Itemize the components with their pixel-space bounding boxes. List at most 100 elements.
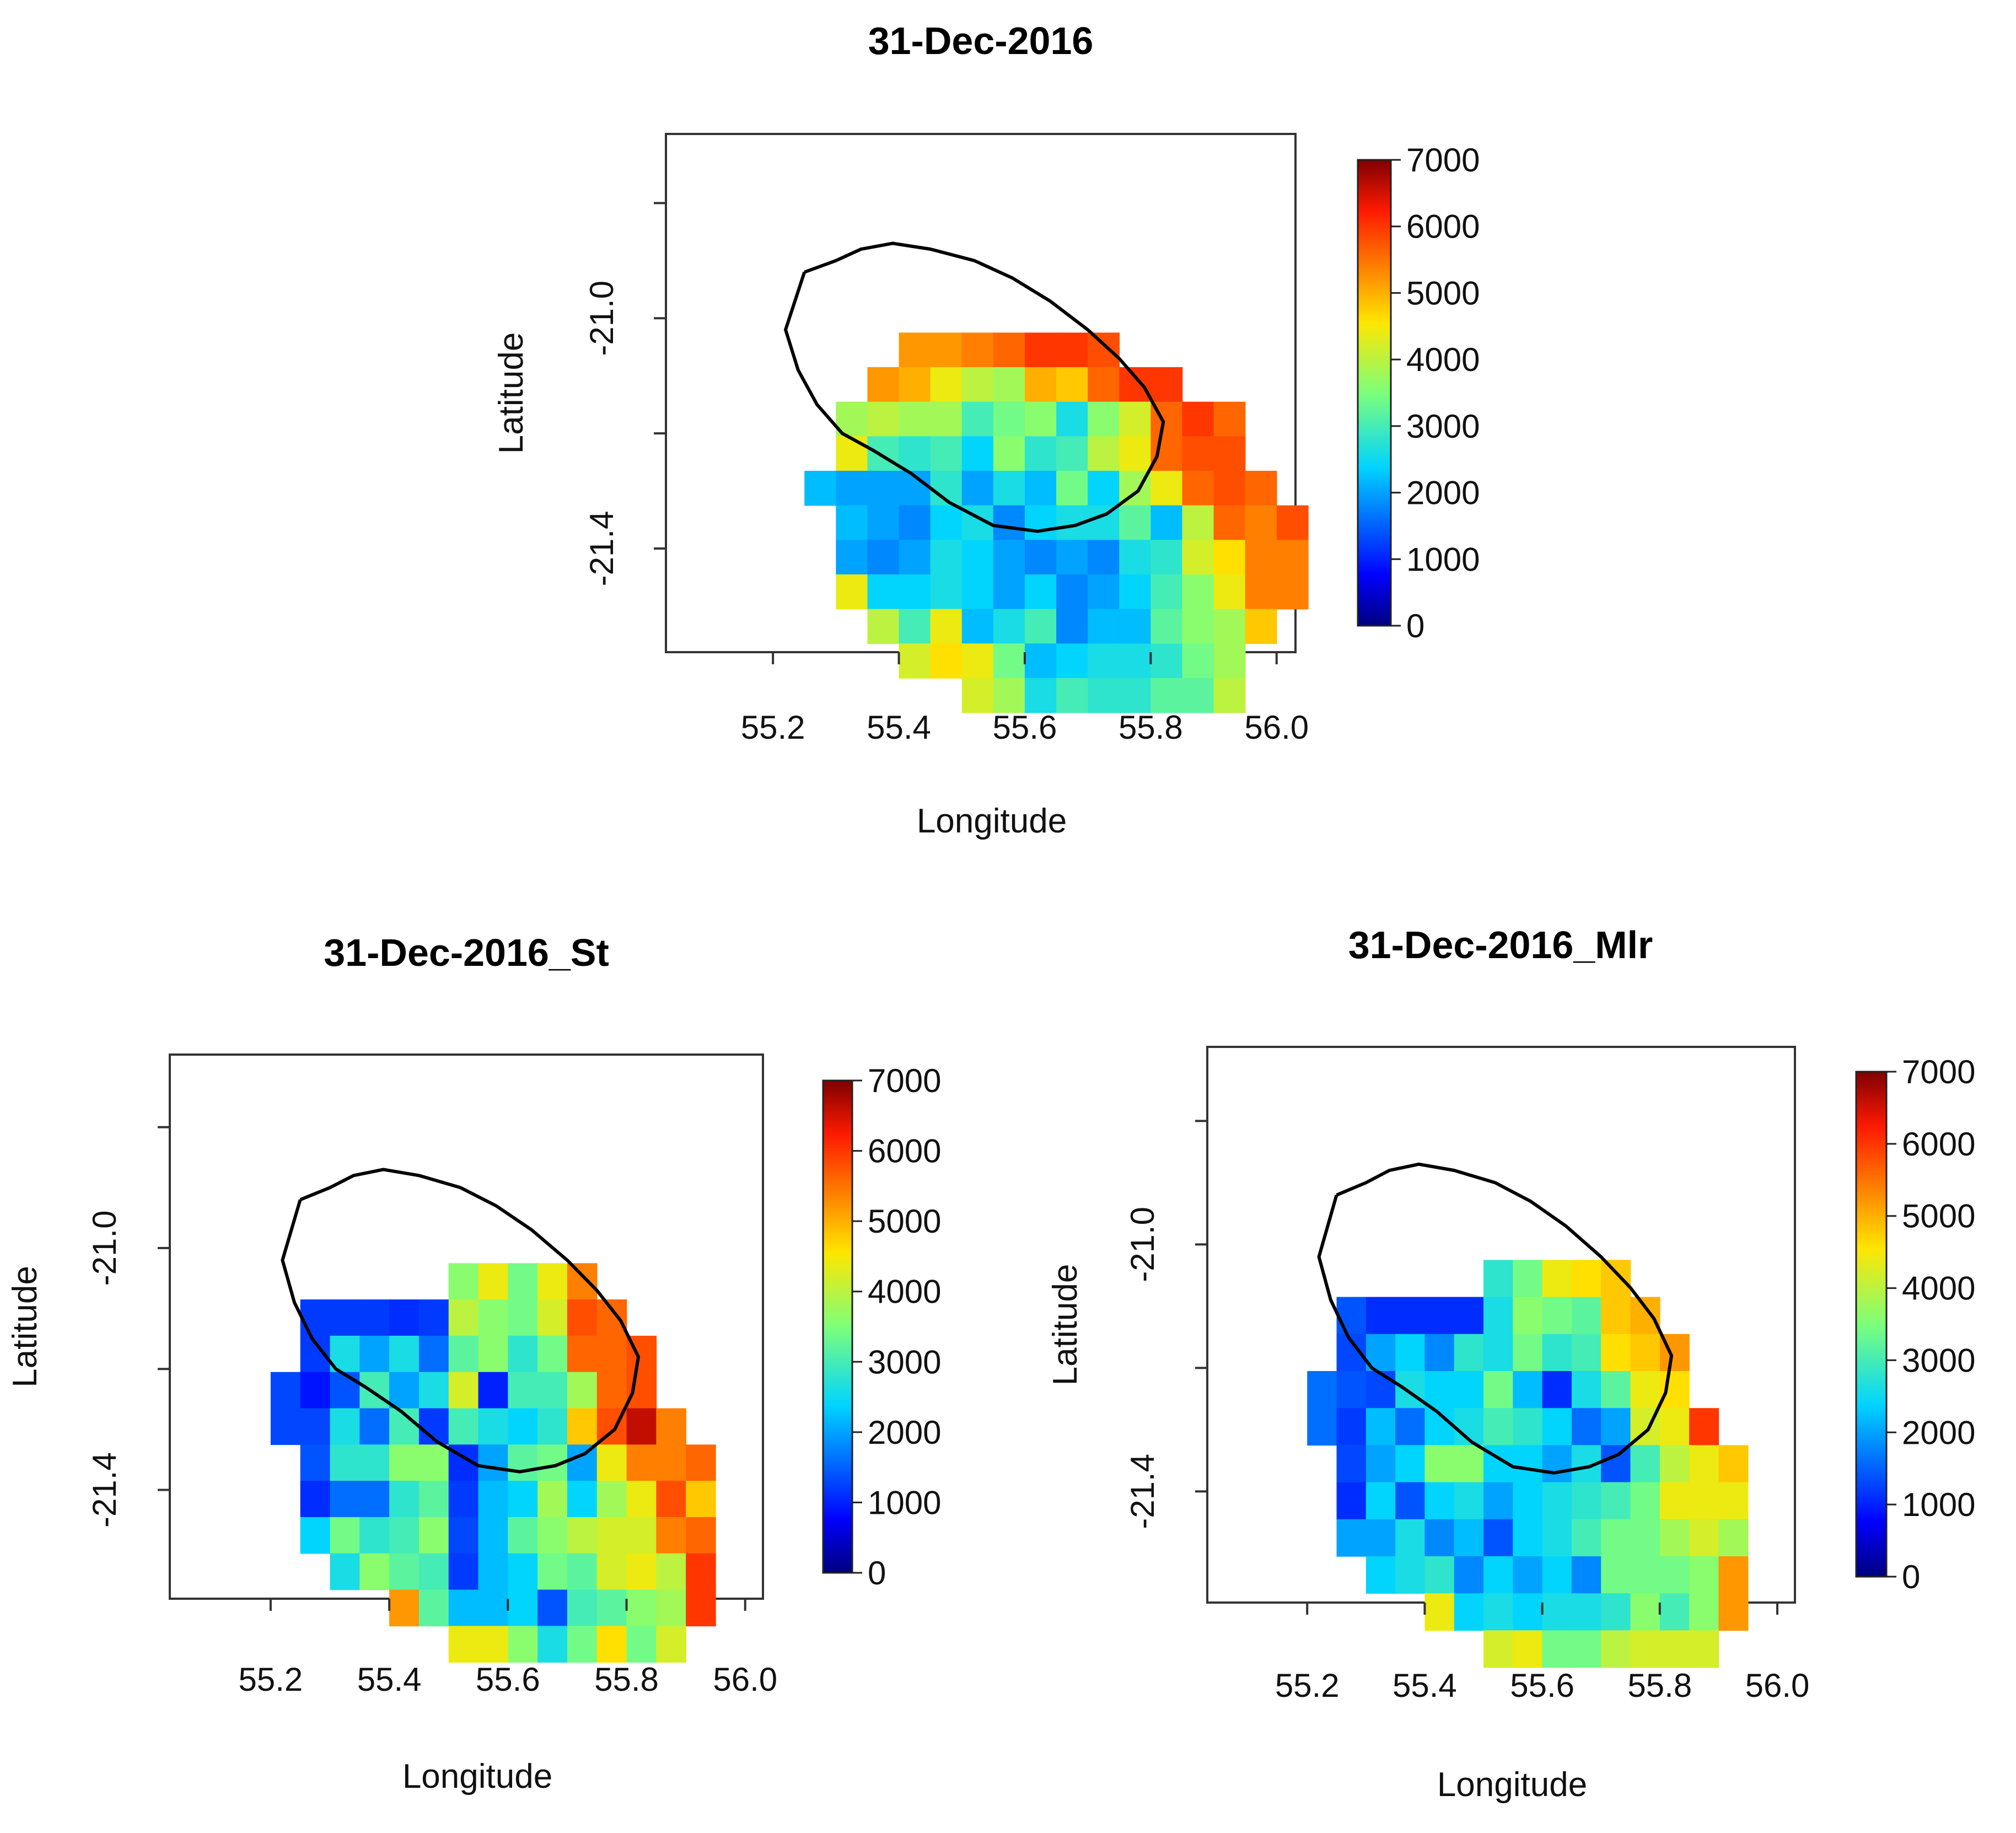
heat-cell xyxy=(478,1372,509,1409)
heat-cell xyxy=(1571,1408,1602,1446)
heat-cell xyxy=(867,505,900,541)
heat-cell xyxy=(1689,1630,1719,1668)
heat-cell xyxy=(389,1517,420,1554)
heat-cell xyxy=(1718,1593,1749,1631)
heat-cell xyxy=(359,1408,390,1445)
y-axis-label: Latitude xyxy=(1046,1264,1084,1386)
heat-cell xyxy=(1424,1593,1455,1631)
heat-cell xyxy=(1024,678,1057,713)
heat-cell xyxy=(1245,471,1277,506)
colorbar-tick-label: 4000 xyxy=(1902,1270,1975,1307)
heat-cell xyxy=(993,574,1025,610)
heat-cell xyxy=(537,1263,568,1300)
heat-cell xyxy=(1056,471,1088,506)
heat-cell xyxy=(1601,1482,1631,1520)
heat-cell xyxy=(656,1589,686,1627)
heat-cell xyxy=(804,471,837,506)
heat-cell xyxy=(1424,1334,1455,1372)
heat-cell xyxy=(330,1372,361,1409)
heat-cell xyxy=(1056,609,1088,644)
heat-cell xyxy=(1689,1408,1719,1446)
heat-cell xyxy=(1056,540,1088,575)
heat-cell xyxy=(1571,1519,1602,1557)
heat-cell xyxy=(567,1481,598,1518)
heat-cell xyxy=(1395,1371,1426,1409)
heat-cell xyxy=(1483,1371,1514,1409)
colorbar xyxy=(1855,1071,1888,1578)
heat-cell xyxy=(1630,1297,1660,1335)
heat-cell xyxy=(1151,367,1183,402)
heat-cell xyxy=(1182,436,1214,471)
heat-cell xyxy=(1056,332,1088,368)
heat-cell xyxy=(300,1481,331,1518)
heat-cell xyxy=(867,574,900,610)
heat-cell xyxy=(1542,1630,1572,1668)
heat-cell xyxy=(596,1299,627,1336)
heat-cell xyxy=(1056,367,1088,402)
colorbar-tick-label: 7000 xyxy=(1902,1053,1975,1090)
heat-cell xyxy=(867,436,900,471)
heat-cell xyxy=(537,1372,568,1409)
heat-cell xyxy=(1718,1482,1749,1520)
heat-cell xyxy=(626,1553,657,1590)
heat-cell xyxy=(899,505,931,541)
heat-cell xyxy=(1336,1371,1367,1409)
heat-cell xyxy=(961,678,994,713)
heat-cell xyxy=(1024,505,1057,541)
heat-cell xyxy=(836,505,868,541)
heat-cell xyxy=(1088,401,1120,437)
heat-cell xyxy=(389,1335,420,1373)
heat-cell xyxy=(1689,1519,1719,1557)
heat-cell xyxy=(1336,1519,1367,1557)
heat-cell xyxy=(1024,367,1057,402)
heat-cell xyxy=(1213,540,1246,575)
heat-cell xyxy=(359,1335,390,1373)
heat-cell xyxy=(1056,678,1088,713)
heat-cell xyxy=(1336,1445,1367,1483)
island-outline xyxy=(784,241,1165,533)
heat-cell xyxy=(836,471,868,506)
heat-cell xyxy=(686,1517,716,1554)
heat-cell xyxy=(836,574,868,610)
heat-cell xyxy=(1513,1556,1543,1594)
heat-cell xyxy=(1513,1297,1543,1335)
heat-cell xyxy=(1245,574,1277,610)
x-tick-label: 55.4 xyxy=(1393,1667,1457,1704)
colorbar-tick-label: 2000 xyxy=(868,1414,941,1451)
heat-cell xyxy=(1718,1445,1749,1483)
heat-cell xyxy=(1630,1556,1660,1594)
heat-cell xyxy=(1365,1519,1396,1557)
heat-cell xyxy=(448,1481,479,1518)
heat-cell xyxy=(359,1481,390,1518)
heat-cell xyxy=(1483,1482,1514,1520)
heat-cell xyxy=(537,1553,568,1590)
heat-cell xyxy=(1571,1334,1602,1372)
heat-cell xyxy=(1424,1556,1455,1594)
heat-cell xyxy=(930,643,963,679)
heat-cell xyxy=(626,1408,657,1445)
heat-cell xyxy=(1336,1482,1367,1520)
heat-cell xyxy=(1213,574,1246,610)
x-tick-label: 55.2 xyxy=(239,1661,303,1698)
heat-cell xyxy=(1659,1371,1690,1409)
heat-cell xyxy=(300,1408,331,1445)
heat-cell xyxy=(993,401,1025,437)
heat-cell xyxy=(1454,1482,1484,1520)
heat-cell xyxy=(867,609,900,644)
heat-cell xyxy=(596,1589,627,1627)
heat-cell xyxy=(1119,436,1152,471)
heat-cell xyxy=(1718,1519,1749,1557)
heat-cell xyxy=(1307,1408,1337,1446)
heat-cell xyxy=(1119,574,1152,610)
y-axis-label: Latitude xyxy=(6,1266,44,1388)
heat-cell xyxy=(1213,505,1246,541)
heat-cell xyxy=(1119,643,1152,679)
heat-cell xyxy=(1542,1593,1572,1631)
heat-cell xyxy=(1119,367,1152,402)
heat-cell xyxy=(656,1626,686,1663)
heat-cell xyxy=(1689,1556,1719,1594)
heat-cell xyxy=(1571,1630,1602,1668)
heat-cell xyxy=(1630,1482,1660,1520)
heat-cell xyxy=(1024,332,1057,368)
heat-cell xyxy=(537,1481,568,1518)
